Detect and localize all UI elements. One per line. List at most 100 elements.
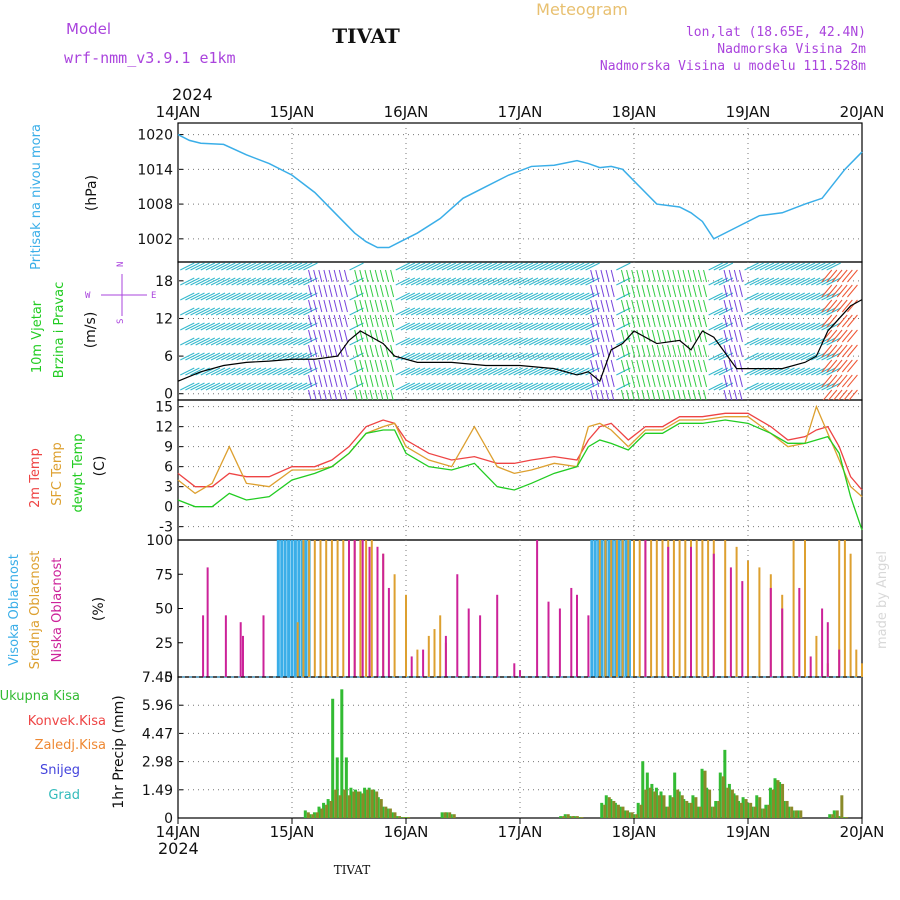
wind-barb: [180, 337, 195, 346]
wind-barb: [616, 367, 631, 376]
precip-bar-1: [776, 780, 780, 818]
cloud-bar-0: [610, 540, 614, 677]
wind-barb: [190, 367, 205, 376]
wind-barb: [836, 374, 848, 388]
wind-barb: [410, 262, 426, 271]
wind-barb: [728, 329, 733, 343]
wind-barb: [477, 277, 493, 286]
wind-barb: [523, 262, 539, 271]
cloud-bar-2: [496, 594, 499, 677]
wind-barb: [405, 307, 421, 316]
precip-bar-1: [361, 793, 365, 818]
wind-barb: [549, 292, 564, 301]
precip-bar-0: [563, 814, 567, 818]
wind-barb: [544, 322, 559, 331]
wind-barb: [847, 269, 858, 283]
wind-barb: [215, 337, 231, 346]
wind-barb: [231, 337, 246, 346]
wind-barb: [482, 337, 498, 346]
wind-barb: [308, 344, 313, 358]
cloud-bar-1: [319, 540, 322, 677]
wind-barb: [631, 359, 636, 373]
wind-barb: [441, 352, 457, 361]
wind-barb: [662, 389, 666, 400]
precip-bar-0: [632, 814, 636, 818]
wind-barb: [580, 322, 595, 331]
cloud-bar-2: [821, 608, 824, 677]
wind-barb: [251, 367, 267, 376]
wind-barb: [754, 382, 770, 391]
cloud-bar-0: [280, 540, 284, 677]
wind-barb: [785, 322, 800, 331]
wind-barb: [626, 269, 631, 283]
y-tick-label: 6: [164, 460, 173, 476]
wind-barb: [738, 284, 743, 298]
wind-barb: [410, 322, 426, 331]
wind-barb: [190, 337, 205, 346]
wind-barb: [292, 307, 308, 316]
wind-barb: [446, 367, 462, 376]
wind-barb: [785, 277, 800, 286]
precip-bar-0: [773, 778, 777, 818]
wind-barb: [575, 292, 590, 301]
wind-barb: [585, 352, 600, 361]
wind-barb: [333, 374, 338, 388]
wind-barb: [662, 374, 666, 388]
wind-barb: [651, 344, 656, 358]
wind-barb: [800, 307, 816, 316]
wind-barb: [728, 314, 733, 328]
cloud-unit: (%): [91, 597, 107, 621]
wind-barb: [780, 382, 795, 391]
wind-barb: [354, 284, 359, 298]
wind-barb: [733, 284, 738, 298]
wind-barbs: [180, 262, 858, 400]
wind-barb: [410, 352, 426, 361]
cloud-bar-1: [393, 574, 396, 677]
wind-barb: [610, 389, 615, 400]
cloud-bar-1: [638, 540, 641, 677]
cloud-bar-1: [302, 540, 305, 677]
y-tick-label: 1.49: [142, 783, 173, 799]
precip-bar-1: [402, 817, 406, 818]
wind-barb: [303, 322, 318, 331]
wind-barb: [349, 352, 364, 361]
wind-barb: [467, 382, 482, 391]
x-tick-label-bottom: 19JAN: [726, 823, 771, 841]
x-tick-label-bottom: 17JAN: [498, 823, 543, 841]
precip-bar-0: [787, 806, 791, 818]
wind-barb: [328, 269, 333, 283]
wind-barb: [600, 329, 605, 343]
precip-bar-1: [347, 795, 351, 818]
wind-barb: [185, 277, 200, 286]
wind-barb: [534, 322, 549, 331]
wind-barb: [723, 389, 728, 400]
wind-barb: [580, 262, 595, 271]
wind-barb: [482, 292, 498, 301]
wind-barb: [482, 262, 498, 271]
wind-barb: [457, 367, 472, 376]
precip-bar-1: [740, 802, 744, 818]
wind-barb: [384, 299, 389, 313]
wind-barb: [349, 307, 364, 316]
y-tick-label: -3: [159, 520, 173, 536]
wind-barb: [554, 307, 569, 316]
wind-barb: [733, 389, 738, 400]
precip-bar-1: [726, 787, 730, 818]
wind-barb: [780, 262, 795, 271]
wind-barb: [369, 344, 374, 358]
wind-barb: [749, 292, 764, 301]
wind-barb: [821, 262, 836, 271]
precip-bar-1: [685, 800, 689, 818]
cloud-bar-2: [712, 553, 715, 677]
wind-barb: [764, 322, 780, 331]
wind-barb: [257, 367, 272, 376]
wind-barb: [697, 359, 702, 373]
precip-bar-1: [370, 789, 374, 818]
wind-barb: [651, 359, 656, 373]
cloud-bar-0: [617, 540, 621, 677]
wind-barb: [384, 389, 389, 400]
wind-barb: [236, 352, 251, 361]
precip-bar-1: [671, 797, 675, 818]
wind-barb: [677, 269, 682, 283]
wind-barb: [323, 359, 328, 373]
